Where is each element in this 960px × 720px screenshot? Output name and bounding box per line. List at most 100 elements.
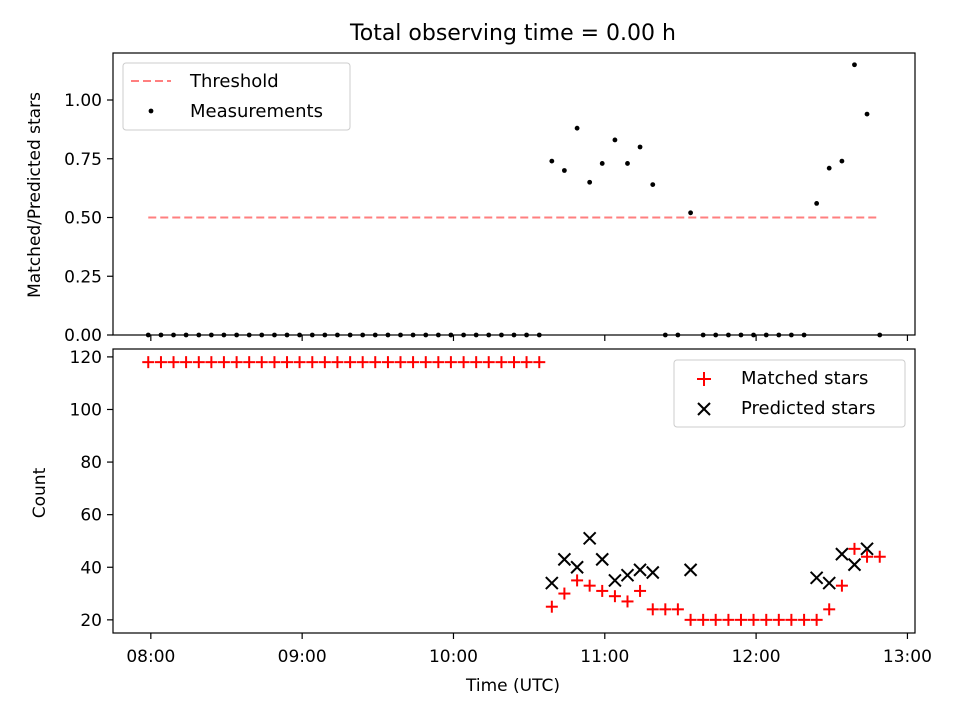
measurements-legend-label: Measurements xyxy=(190,101,323,122)
matched-stars-point xyxy=(318,356,331,369)
predicted-stars-point-b xyxy=(620,568,635,582)
matched-stars-point xyxy=(154,356,167,369)
top-panel-frame xyxy=(112,52,916,336)
matched-stars-point xyxy=(848,542,861,555)
matched-stars-point xyxy=(230,356,243,369)
bottom-panel: 20 40 60 80 100 120 08:00 09:00 10:00 11:00 12:00 1… xyxy=(30,348,932,696)
matched-stars-point xyxy=(394,356,407,369)
matched-legend-marker xyxy=(697,372,711,386)
predicted-stars-point-b xyxy=(835,547,849,561)
matched-stars-point xyxy=(772,613,785,626)
matched-stars-point xyxy=(684,613,697,626)
predicted-stars-point xyxy=(809,571,824,585)
matched-stars-point xyxy=(722,613,735,626)
matched-stars-point xyxy=(344,356,357,369)
measurement-point xyxy=(599,161,605,166)
x-tick-label: 09:00 xyxy=(278,647,327,667)
matched-stars-point xyxy=(217,356,230,369)
predicted-stars-point xyxy=(835,547,849,561)
matched-stars-point xyxy=(785,613,798,626)
measurement-point xyxy=(574,125,580,131)
matched-stars-point xyxy=(608,590,621,603)
matched-stars-point xyxy=(709,613,722,626)
chart-title: Total observing time = 0.00 h xyxy=(349,21,676,46)
matched-stars-point xyxy=(798,613,811,626)
matched-stars-point xyxy=(142,356,155,369)
bottom-panel-plot-layer: 20 40 60 80 100 120 08:00 09:00 10:00 11:00 12:00 1… xyxy=(70,348,932,667)
measurement-point xyxy=(864,111,870,117)
matched-stars-point xyxy=(369,356,382,369)
predicted-stars-point xyxy=(570,560,584,574)
predicted-stars-point-b xyxy=(822,576,836,590)
top-panel: 0.00 0.25 0.50 0.75 1.00 Matched/Predicted s… xyxy=(25,52,916,346)
measurement-point xyxy=(839,158,845,164)
predicted-stars-point-b xyxy=(809,571,824,585)
matched-stars-point xyxy=(180,356,193,369)
matched-stars-point xyxy=(432,356,445,369)
matched-stars-point xyxy=(470,356,483,369)
matched-stars-point xyxy=(558,587,571,600)
matched-stars-point xyxy=(331,356,344,369)
top-y-tick-label: 0.50 xyxy=(64,209,102,229)
measurements-legend-marker xyxy=(148,108,154,114)
measurement-point xyxy=(650,182,656,188)
bottom-y-tick-label: 60 xyxy=(80,506,102,526)
predicted-stars-point xyxy=(557,552,572,567)
predicted-stars-point-b xyxy=(860,542,874,556)
matched-stars-point xyxy=(646,603,659,616)
predicted-stars-point-b xyxy=(847,557,862,572)
bottom-panel-frame xyxy=(112,348,916,634)
x-tick-label: 11:00 xyxy=(580,647,629,667)
x-tick-label: 12:00 xyxy=(732,647,781,667)
top-legend: Threshold Measurements xyxy=(122,62,351,131)
matched-stars-point xyxy=(356,356,369,369)
predicted-stars-point xyxy=(545,576,559,590)
measurement-point xyxy=(612,137,618,143)
measurement-point xyxy=(561,168,567,173)
predicted-stars-point-b xyxy=(646,565,660,580)
predicted-stars-point-b xyxy=(608,573,622,588)
matched-stars-point xyxy=(255,356,268,369)
matched-stars-point xyxy=(482,356,495,369)
matched-stars-point xyxy=(381,356,394,369)
predicted-stars-point xyxy=(620,568,635,582)
matched-stars-point xyxy=(205,356,218,369)
matched-stars-point xyxy=(596,584,609,597)
predicted-stars-point xyxy=(683,563,698,577)
matched-stars-point xyxy=(873,550,886,563)
matched-stars-point xyxy=(306,356,319,369)
matched-stars-point xyxy=(671,603,684,616)
top-panel-ylabel: Matched/Predicted stars xyxy=(25,92,45,298)
matched-stars-point xyxy=(861,550,874,563)
x-tick-label: 13:00 xyxy=(883,647,932,667)
x-axis-label: Time (UTC) xyxy=(465,676,560,696)
matched-stars-point xyxy=(835,579,848,592)
threshold-legend-label: Threshold xyxy=(189,71,279,92)
predicted-stars-point xyxy=(646,565,660,580)
matched-stars-point xyxy=(533,356,546,369)
predicted-stars-point xyxy=(822,576,836,590)
bottom-y-tick-label: 80 xyxy=(80,453,102,473)
matched-stars-point xyxy=(520,356,533,369)
bottom-y-tick-label: 20 xyxy=(80,611,102,631)
predicted-stars-point-b xyxy=(595,552,609,567)
matched-stars-point xyxy=(268,356,281,369)
matched-stars-point xyxy=(583,579,596,592)
top-panel-plot-layer: 0.00 0.25 0.50 0.75 1.00 xyxy=(64,62,909,346)
measurement-point xyxy=(549,158,555,164)
x-tick-label: 10:00 xyxy=(429,647,478,667)
bottom-legend: Matched stars Predicted stars xyxy=(673,359,906,428)
measurement-point xyxy=(852,62,857,68)
predicted-legend-marker xyxy=(697,402,711,416)
measurement-point xyxy=(826,165,832,171)
matched-stars-point xyxy=(419,356,432,369)
predicted-stars-point-b xyxy=(582,531,597,546)
matched-stars-point xyxy=(571,574,584,587)
predicted-stars-point-b xyxy=(557,552,572,567)
predicted-stars-point-b xyxy=(545,576,559,590)
measurement-point xyxy=(688,210,693,216)
bottom-y-tick-label: 40 xyxy=(80,558,102,578)
matched-stars-point xyxy=(734,613,747,626)
matched-legend-label: Matched stars xyxy=(741,368,868,389)
matched-stars-point xyxy=(167,356,180,369)
